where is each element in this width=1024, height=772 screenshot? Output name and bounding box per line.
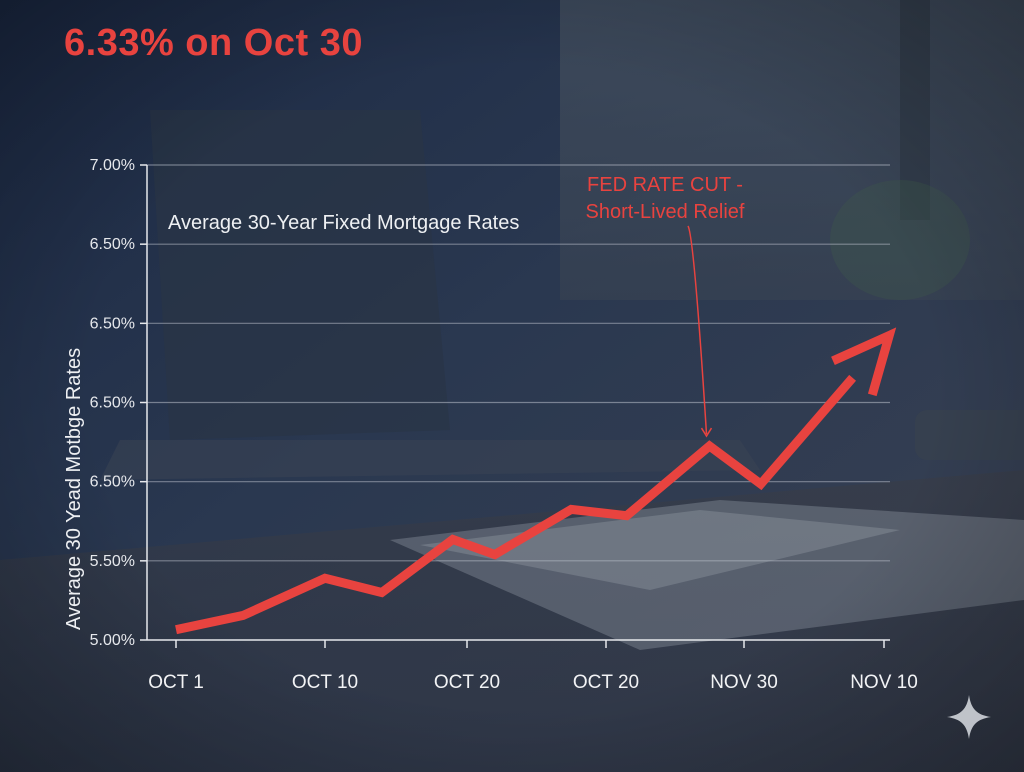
annotation-text: Short-Lived Relief	[586, 201, 745, 223]
data-point	[709, 446, 710, 447]
chart-title: Average 30-Year Fixed Mortgage Rates	[168, 212, 519, 234]
annotation-text: FED RATE CUT -	[587, 174, 743, 196]
x-tick-label: OCT 20	[434, 672, 500, 693]
annotation-group: FED RATE CUT - Short-Lived Relief	[586, 174, 745, 438]
y-tick-label: 7.00%	[90, 157, 135, 174]
data-point	[884, 341, 885, 342]
x-tick-label: OCT 10	[292, 672, 358, 693]
y-tick-label: 5.00%	[90, 632, 135, 649]
data-point	[760, 484, 761, 485]
data-point	[176, 629, 177, 630]
y-tick-label: 6.50%	[90, 236, 135, 253]
series-line	[175, 374, 857, 635]
sparkle-icon	[947, 695, 991, 739]
series-group	[175, 327, 897, 635]
y-ticks: 5.00% 5.50% 6.50% 6.50% 6.50% 6.50% 7.00%	[90, 157, 147, 649]
series-arrowhead	[831, 327, 897, 397]
y-tick-label: 6.50%	[90, 315, 135, 332]
x-tick-label: OCT 20	[573, 672, 639, 693]
data-point	[626, 515, 627, 516]
x-ticks: OCT 1 OCT 10 OCT 20 OCT 20 NOV 30 NOV 10	[148, 640, 918, 693]
headline-rate: 6.33% on Oct 30	[64, 22, 363, 64]
y-tick-label: 5.50%	[90, 553, 135, 570]
data-point	[243, 615, 244, 616]
data-point	[494, 554, 495, 555]
annotation-arrowhead	[700, 427, 713, 438]
y-axis-label: Average 30 Yead Motbge Rates	[63, 348, 85, 630]
x-tick-label: OCT 1	[148, 672, 204, 693]
y-tick-label: 6.50%	[90, 395, 135, 412]
grid	[147, 164, 890, 562]
x-tick-label: NOV 30	[710, 672, 778, 693]
data-point	[381, 592, 382, 593]
data-point	[452, 539, 453, 540]
x-tick-label: NOV 10	[850, 672, 918, 693]
annotation-arrow	[687, 225, 708, 435]
data-point	[325, 578, 326, 579]
data-point	[571, 509, 572, 510]
y-tick-label: 6.50%	[90, 474, 135, 491]
